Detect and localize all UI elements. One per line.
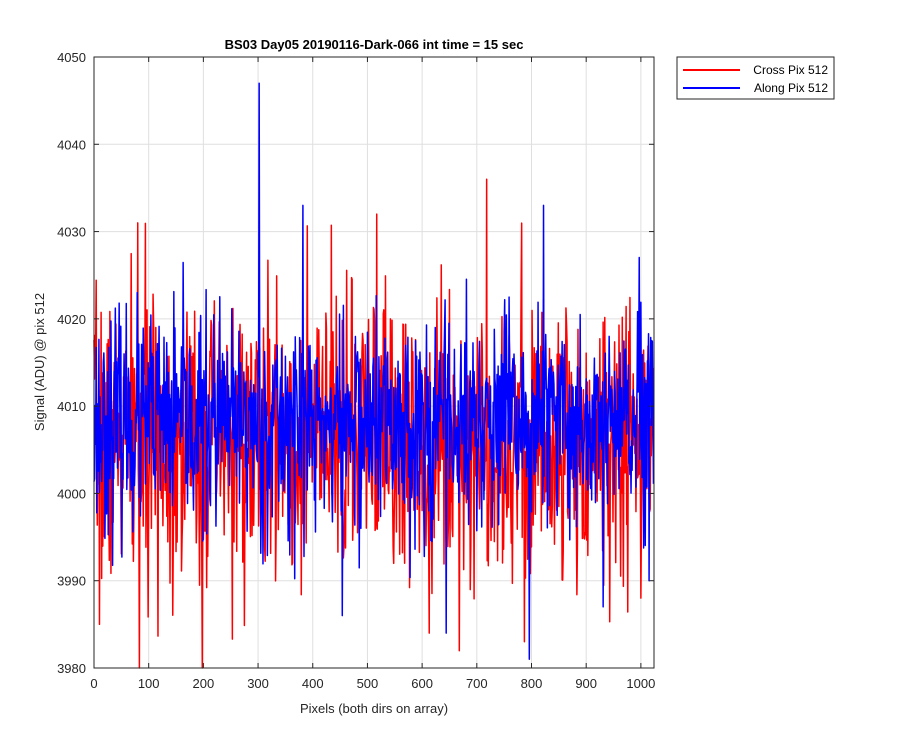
series-line-along-pix-512 <box>93 82 655 661</box>
x-tick-label: 400 <box>302 676 324 691</box>
x-tick-label: 200 <box>193 676 215 691</box>
legend[interactable]: Cross Pix 512 Along Pix 512 <box>676 56 835 100</box>
y-tick-label: 4030 <box>57 225 86 240</box>
y-tick-label: 4040 <box>57 137 86 152</box>
x-tick-label: 500 <box>357 676 379 691</box>
x-tick-label: 600 <box>411 676 433 691</box>
y-axis-label: Signal (ADU) @ pix 512 <box>32 293 47 431</box>
legend-label-cross-pix-512: Cross Pix 512 <box>753 63 828 77</box>
series-layer <box>93 82 655 669</box>
y-axis-ticks: 3980 3990 4000 4010 4020 4030 4040 4050 <box>57 50 654 676</box>
legend-box <box>676 56 835 100</box>
x-tick-label: 700 <box>466 676 488 691</box>
y-tick-label: 3990 <box>57 574 86 589</box>
chart-title: BS03 Day05 20190116-Dark-066 int time = … <box>225 37 524 52</box>
y-tick-label: 3980 <box>57 661 86 676</box>
x-tick-label: 900 <box>575 676 597 691</box>
x-axis-label: Pixels (both dirs on array) <box>300 701 448 716</box>
x-tick-label: 100 <box>138 676 160 691</box>
y-tick-label: 4000 <box>57 486 86 501</box>
x-tick-label: 300 <box>247 676 269 691</box>
plot-border <box>93 56 655 669</box>
plot-axes: 0 100 200 300 400 500 600 700 800 900 1000 3980 399… <box>57 50 655 691</box>
y-tick-label: 4010 <box>57 399 86 414</box>
x-tick-label: 1000 <box>626 676 655 691</box>
x-tick-label: 800 <box>521 676 543 691</box>
y-tick-label: 4050 <box>57 50 86 65</box>
x-tick-label: 0 <box>90 676 97 691</box>
legend-label-along-pix-512: Along Pix 512 <box>754 81 828 95</box>
y-tick-label: 4020 <box>57 312 86 327</box>
x-axis-ticks: 0 100 200 300 400 500 600 700 800 900 1000 <box>90 57 655 691</box>
